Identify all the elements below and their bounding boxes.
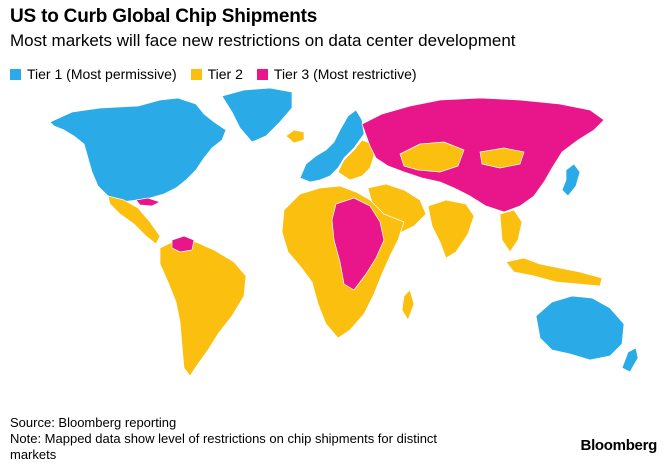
region-venezuela [171,235,195,253]
region-greenland [221,87,293,143]
legend-label-tier3: Tier 3 (Most restrictive) [273,66,417,82]
legend-swatch-tier2 [190,68,202,80]
region-south-asia [427,199,475,259]
region-iceland [285,129,305,144]
region-central-asia [399,141,465,173]
region-japan [561,163,581,197]
legend-swatch-tier1 [10,68,21,80]
legend-item-tier2: Tier 2 [190,66,243,82]
legend-label-tier2: Tier 2 [207,66,243,82]
region-madagascar [401,289,415,321]
region-mongolia [479,147,525,169]
chart-title: US to Curb Global Chip Shipments [10,6,318,27]
chart-subtitle: Most markets will face new restrictions … [10,31,516,50]
legend: Tier 1 (Most permissive) Tier 2 Tier 3 (… [10,65,431,83]
data-note: Note: Mapped data show level of restrict… [10,431,438,462]
source-note: Source: Bloomberg reporting [10,415,177,430]
region-new-zealand [621,347,639,373]
region-south-america [159,239,247,377]
region-southeast-asia [499,209,523,253]
region-australia [535,295,625,361]
bloomberg-logo: Bloomberg [580,437,658,454]
region-central-africa [331,197,385,291]
legend-swatch-tier3 [256,68,268,80]
region-central-america [107,195,161,245]
world-map [49,87,639,377]
region-north-america [49,97,227,203]
region-cuba [135,197,161,207]
legend-item-tier1: Tier 1 (Most permissive) [10,66,177,82]
region-indonesia [505,257,603,287]
legend-item-tier3: Tier 3 (Most restrictive) [256,66,417,82]
region-western-europe [299,109,365,183]
legend-label-tier1: Tier 1 (Most permissive) [27,66,177,82]
